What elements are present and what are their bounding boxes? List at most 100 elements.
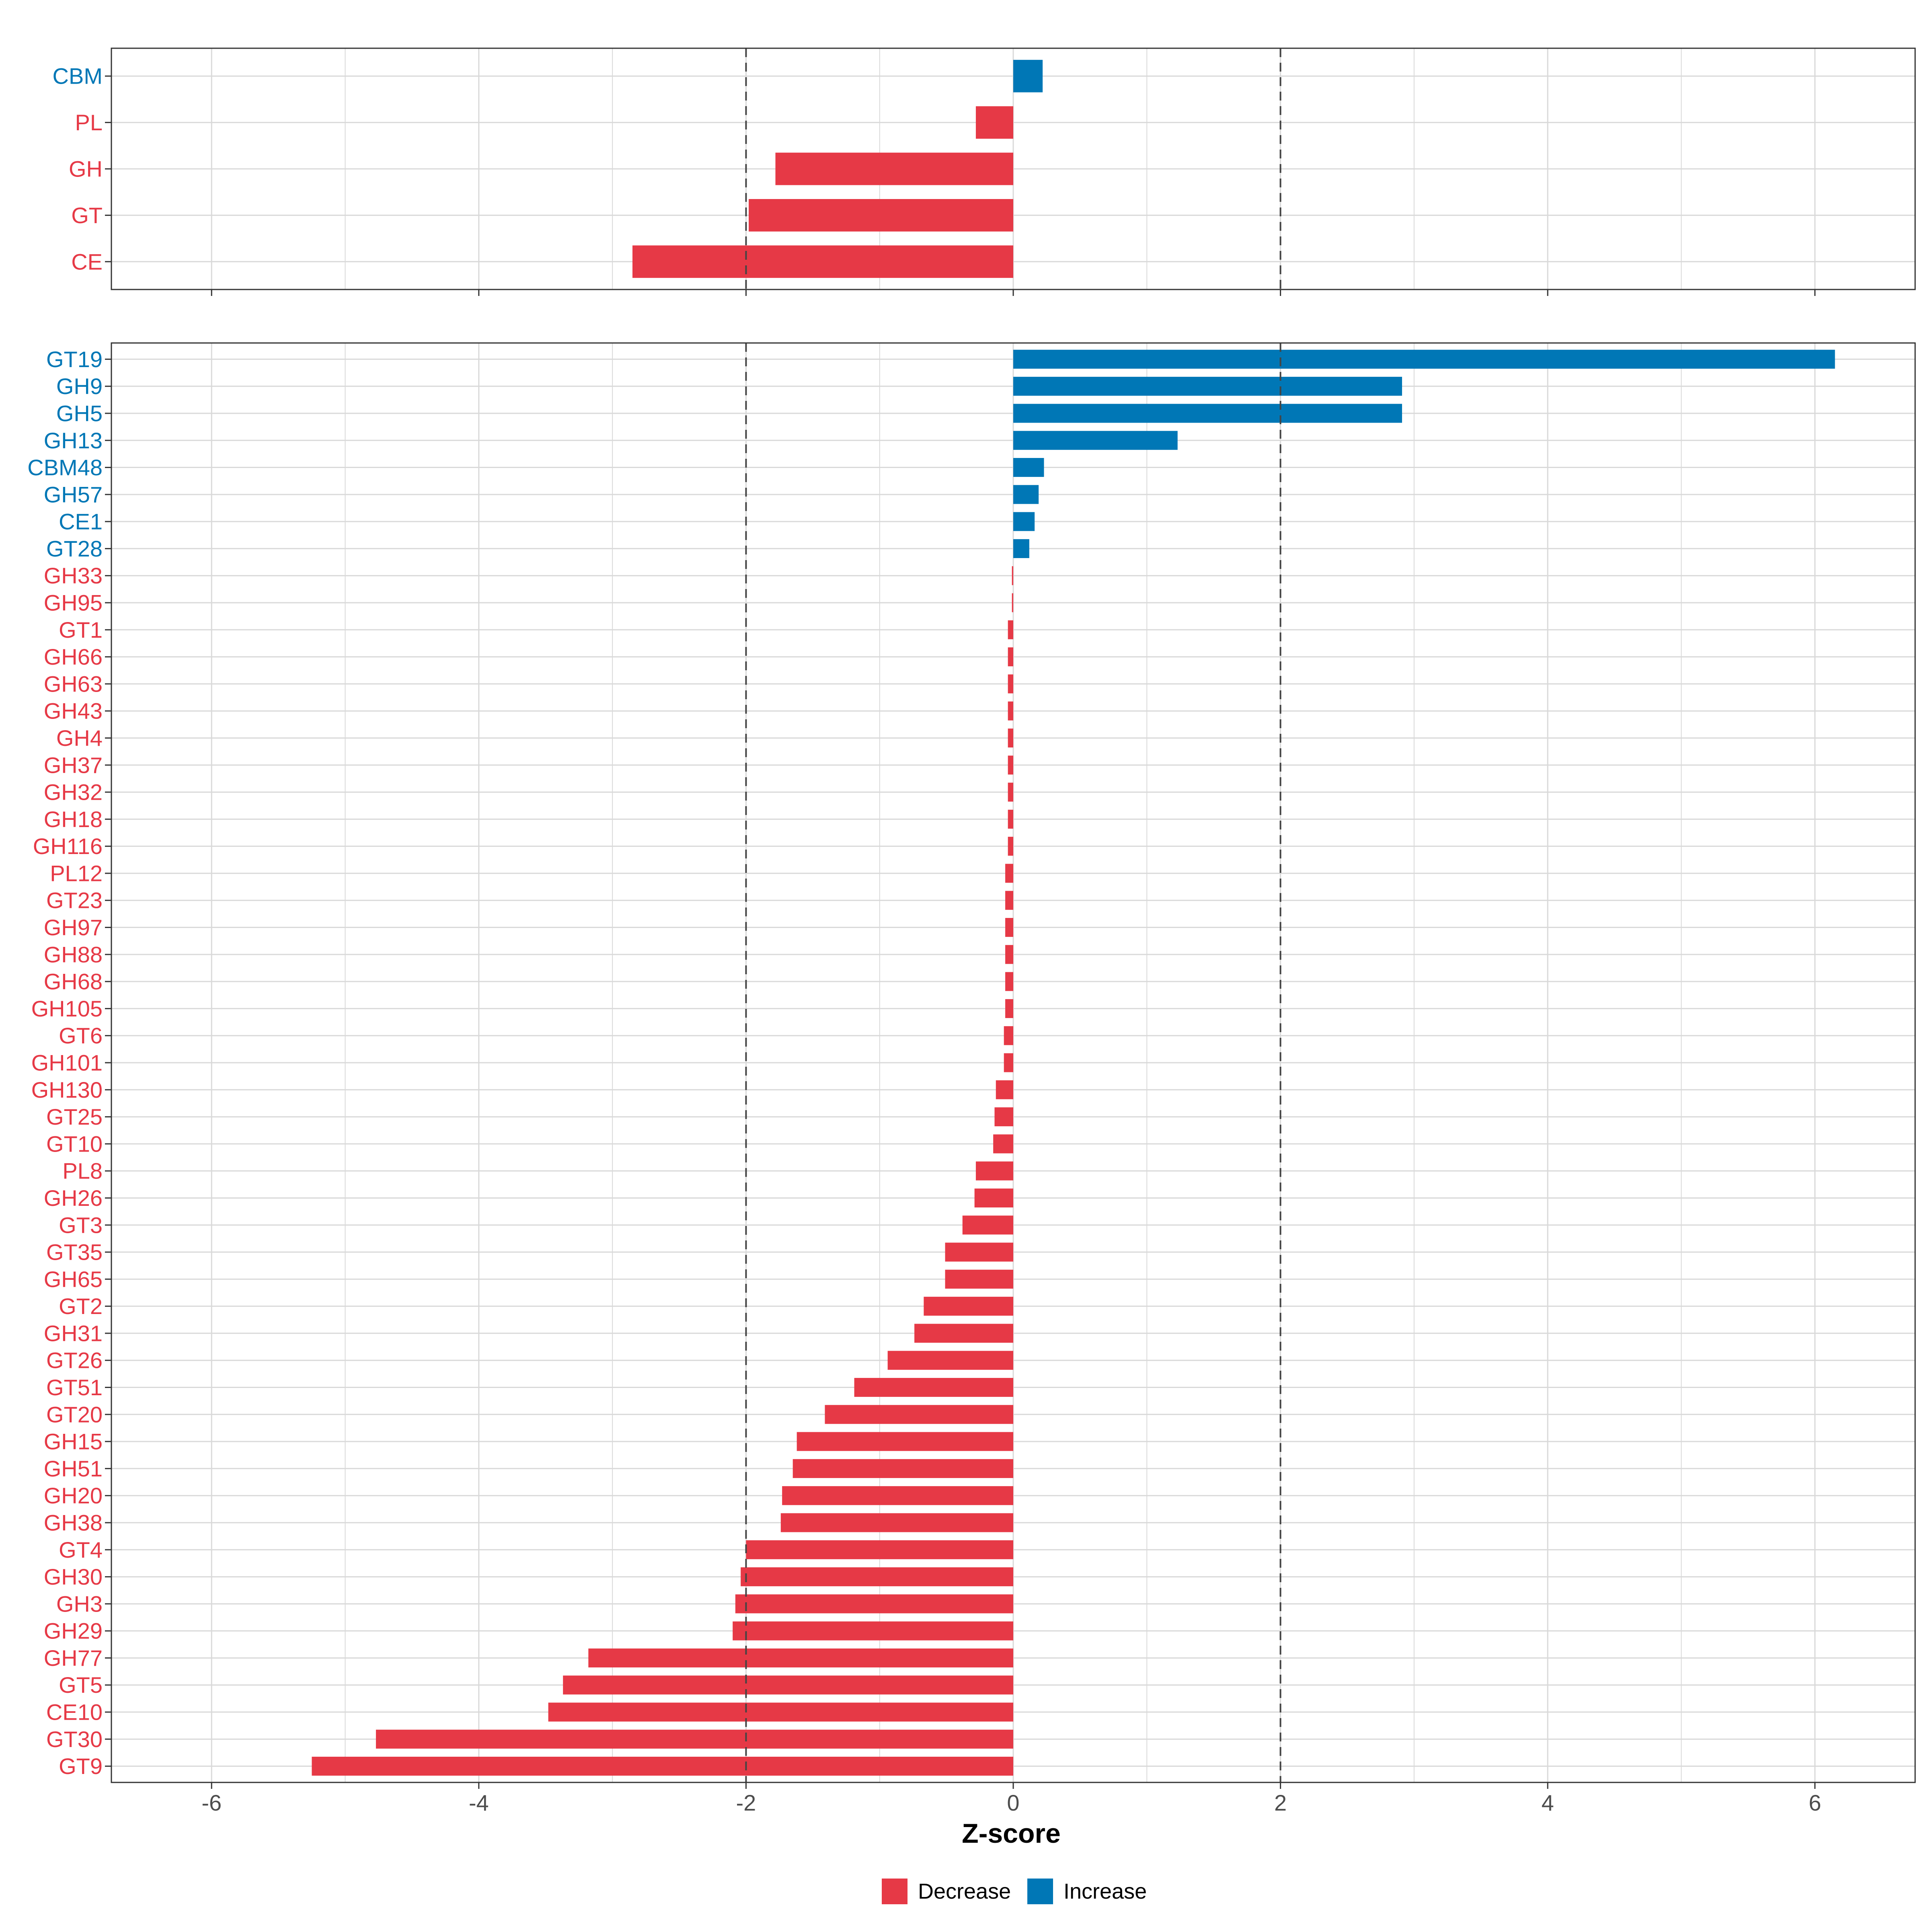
x-tick-label: 4 bbox=[1542, 1790, 1554, 1815]
y-tick-label-GT26: GT26 bbox=[46, 1348, 103, 1373]
bar-GH38 bbox=[780, 1513, 1013, 1532]
bar-GH101 bbox=[1004, 1053, 1013, 1072]
y-tick-label-GT20: GT20 bbox=[46, 1402, 103, 1427]
x-tick-label: 2 bbox=[1274, 1790, 1287, 1815]
legend-swatch-increase bbox=[1027, 1879, 1053, 1904]
bar-GT23 bbox=[1005, 891, 1013, 910]
y-tick-label-PL8: PL8 bbox=[62, 1158, 103, 1184]
bar-GT30 bbox=[376, 1729, 1013, 1749]
bar-GH13 bbox=[1013, 431, 1178, 450]
bar-GH68 bbox=[1005, 972, 1013, 991]
y-tick-label-GT19: GT19 bbox=[46, 347, 103, 372]
y-tick-label-GT3: GT3 bbox=[59, 1212, 103, 1238]
y-tick-label-GH66: GH66 bbox=[44, 644, 103, 669]
y-tick-label-GH: GH bbox=[69, 156, 103, 182]
bar-PL12 bbox=[1005, 864, 1013, 883]
y-tick-label-GH88: GH88 bbox=[44, 942, 103, 967]
bar-CE10 bbox=[548, 1702, 1013, 1722]
y-tick-label-GH15: GH15 bbox=[44, 1429, 103, 1454]
y-tick-label-GH31: GH31 bbox=[44, 1320, 103, 1346]
y-tick-label-GT23: GT23 bbox=[46, 888, 103, 913]
y-tick-label-GH77: GH77 bbox=[44, 1645, 103, 1671]
y-tick-label-GT10: GT10 bbox=[46, 1131, 103, 1156]
legend-label-increase: Increase bbox=[1064, 1879, 1147, 1903]
y-tick-label-GH9: GH9 bbox=[56, 374, 103, 399]
bar-CBM48 bbox=[1013, 458, 1044, 477]
bar-GH5 bbox=[1013, 404, 1402, 423]
bar-GH31 bbox=[914, 1324, 1013, 1343]
bar-CBM bbox=[1013, 60, 1043, 92]
bar-GH88 bbox=[1005, 945, 1013, 964]
y-tick-label-GT6: GT6 bbox=[59, 1023, 103, 1048]
x-tick-label: 6 bbox=[1809, 1790, 1821, 1815]
y-tick-label-GT9: GT9 bbox=[59, 1753, 103, 1779]
y-tick-label-CE1: CE1 bbox=[59, 509, 103, 534]
y-tick-label-GT35: GT35 bbox=[46, 1240, 103, 1265]
x-tick-label: -2 bbox=[736, 1790, 756, 1815]
y-tick-label-GT1: GT1 bbox=[59, 617, 103, 643]
legend-swatch-decrease bbox=[882, 1879, 908, 1904]
bar-GH43 bbox=[1008, 701, 1013, 721]
bar-GH77 bbox=[588, 1648, 1013, 1668]
bar-GH37 bbox=[1008, 756, 1013, 775]
bar-GT3 bbox=[962, 1215, 1013, 1235]
bar-GT9 bbox=[312, 1757, 1013, 1776]
legend: Decrease Increase bbox=[882, 1879, 1147, 1904]
bar-GT1 bbox=[1008, 620, 1013, 639]
bar-CE bbox=[632, 245, 1013, 278]
y-tick-label-GH33: GH33 bbox=[44, 563, 103, 588]
y-tick-label-GH63: GH63 bbox=[44, 671, 103, 696]
bar-GT6 bbox=[1004, 1026, 1013, 1045]
bar-GH65 bbox=[945, 1269, 1013, 1289]
bar-CE1 bbox=[1013, 512, 1035, 531]
bar-GT2 bbox=[924, 1297, 1013, 1316]
bar-GH20 bbox=[782, 1486, 1013, 1505]
x-tick-label: 0 bbox=[1007, 1790, 1019, 1815]
bar-GH105 bbox=[1005, 999, 1013, 1018]
bar-GT bbox=[749, 199, 1013, 232]
y-tick-label-CE10: CE10 bbox=[46, 1700, 103, 1725]
bar-GH9 bbox=[1013, 377, 1402, 396]
bar-GT20 bbox=[825, 1405, 1013, 1424]
y-tick-label-GH116: GH116 bbox=[33, 834, 103, 859]
y-tick-label-GH18: GH18 bbox=[44, 807, 103, 832]
bar-GH26 bbox=[974, 1188, 1013, 1208]
y-tick-label-GH20: GH20 bbox=[44, 1483, 103, 1508]
y-tick-label-GH37: GH37 bbox=[44, 752, 103, 778]
bar-GH51 bbox=[793, 1459, 1013, 1478]
y-tick-label-CBM: CBM bbox=[53, 64, 103, 89]
y-tick-label-GH5: GH5 bbox=[56, 400, 103, 426]
y-tick-label-GT5: GT5 bbox=[59, 1672, 103, 1698]
bar-GT5 bbox=[563, 1675, 1013, 1695]
bar-GH29 bbox=[733, 1621, 1013, 1640]
class-level-panel: CBM PL GH GT CE bbox=[53, 47, 1916, 296]
y-tick-label-GH13: GH13 bbox=[44, 428, 103, 453]
y-tick-label-GH57: GH57 bbox=[44, 482, 103, 507]
bar-GT4 bbox=[746, 1540, 1013, 1559]
bar-PL8 bbox=[975, 1161, 1013, 1181]
y-tick-label-GH32: GH32 bbox=[44, 780, 103, 805]
bar-GT25 bbox=[994, 1107, 1013, 1127]
y-tick-label-GH30: GH30 bbox=[44, 1564, 103, 1589]
y-tick-label-GH29: GH29 bbox=[44, 1618, 103, 1644]
bar-GH95 bbox=[1012, 593, 1013, 612]
y-tick-label-GH51: GH51 bbox=[44, 1456, 103, 1481]
y-tick-label-GH68: GH68 bbox=[44, 969, 103, 994]
bar-GH15 bbox=[797, 1432, 1013, 1451]
y-tick-label-GH26: GH26 bbox=[44, 1185, 103, 1211]
bar-GH130 bbox=[996, 1080, 1013, 1099]
y-tick-label-GH4: GH4 bbox=[56, 725, 103, 751]
x-tick-label: -6 bbox=[201, 1790, 222, 1815]
bar-GH4 bbox=[1008, 728, 1013, 748]
y-tick-label-GH65: GH65 bbox=[44, 1267, 103, 1292]
y-tick-label-CE: CE bbox=[71, 249, 103, 274]
bar-GH116 bbox=[1008, 837, 1013, 856]
y-tick-label-GT51: GT51 bbox=[46, 1375, 103, 1400]
x-tick-label: -4 bbox=[469, 1790, 489, 1815]
y-tick-label-GT4: GT4 bbox=[59, 1537, 103, 1562]
bar-GH97 bbox=[1005, 918, 1013, 937]
bar-GH32 bbox=[1008, 782, 1013, 802]
legend-label-decrease: Decrease bbox=[918, 1879, 1011, 1903]
